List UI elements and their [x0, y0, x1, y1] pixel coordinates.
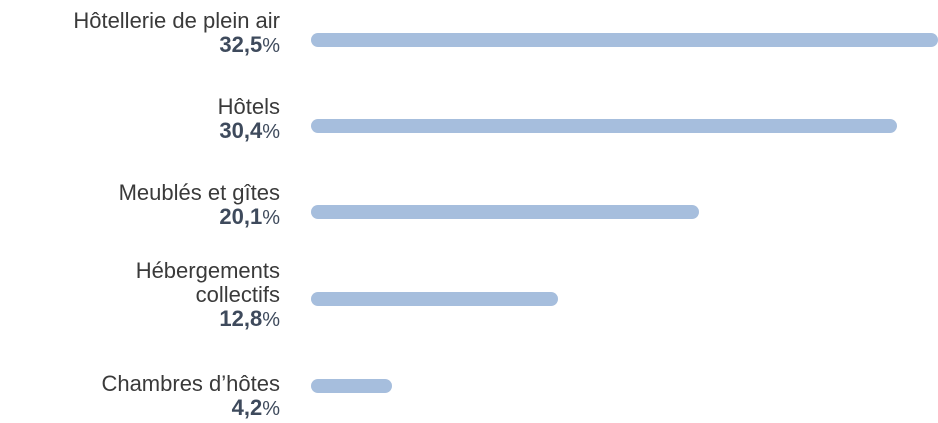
- value-unit: %: [262, 207, 280, 229]
- bar: [311, 379, 392, 393]
- category-label: Meublés et gîtes: [118, 180, 280, 205]
- value-label: 12,8%: [136, 307, 280, 332]
- value-number: 32,5: [219, 32, 263, 57]
- value-label: 20,1%: [119, 205, 280, 230]
- value-label: 32,5%: [73, 33, 280, 58]
- category-label: Chambres d’hôtes: [101, 371, 280, 396]
- category-label: Hôtels: [217, 94, 280, 119]
- category-label-block: Hôtellerie de plein air 32,5%: [73, 9, 280, 58]
- category-label-block: Meublés et gîtes 20,1%: [119, 181, 280, 230]
- category-label: collectifs: [195, 282, 280, 307]
- value-unit: %: [262, 309, 280, 331]
- value-number: 12,8: [219, 306, 263, 331]
- value-unit: %: [262, 398, 280, 420]
- category-label: Hôtellerie de plein air: [73, 8, 280, 33]
- bar: [311, 205, 699, 219]
- category-label-block: Chambres d’hôtes 4,2%: [101, 372, 280, 421]
- value-number: 30,4: [219, 118, 263, 143]
- value-number: 4,2: [231, 395, 263, 420]
- value-unit: %: [262, 35, 280, 57]
- category-label-block: Hébergements collectifs 12,8%: [136, 259, 280, 332]
- bar: [311, 119, 897, 133]
- bar: [311, 33, 938, 47]
- bar: [311, 292, 558, 306]
- value-number: 20,1: [219, 204, 263, 229]
- category-label-block: Hôtels 30,4%: [218, 95, 280, 144]
- value-unit: %: [262, 121, 280, 143]
- value-label: 4,2%: [101, 396, 280, 421]
- category-label: Hébergements: [135, 258, 280, 283]
- value-label: 30,4%: [218, 119, 280, 144]
